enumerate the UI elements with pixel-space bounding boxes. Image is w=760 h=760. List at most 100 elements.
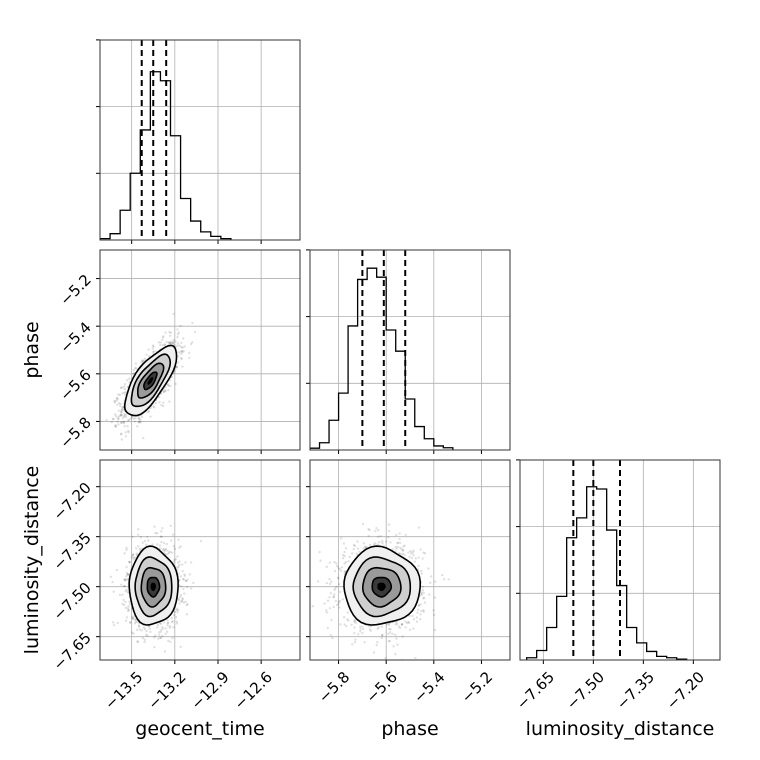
scatter-point [147, 411, 150, 414]
scatter-point [125, 616, 129, 619]
scatter-point [171, 341, 175, 344]
scatter-point [125, 413, 128, 417]
scatter-point [112, 418, 115, 421]
scatter-point [111, 417, 115, 421]
scatter-point [121, 602, 124, 606]
scatter-point [173, 610, 177, 614]
scatter-point [173, 547, 177, 551]
scatter-point [180, 600, 184, 603]
scatter-point [120, 408, 124, 411]
scatter-point [359, 625, 362, 628]
scatter-point [175, 607, 179, 610]
panel-frame [99, 39, 301, 241]
scatter-point [152, 405, 155, 408]
scatter-point [127, 609, 130, 613]
scatter-point [137, 417, 140, 420]
scatter-point [162, 621, 166, 624]
scatter-point [128, 621, 132, 624]
scatter-point [126, 573, 129, 576]
scatter-point [391, 632, 394, 636]
x-tick-label: −5.4 [410, 668, 448, 706]
scatter-point [117, 423, 120, 426]
scatter-point [178, 560, 181, 563]
scatter-point [130, 631, 134, 634]
scatter-point [127, 608, 130, 612]
scatter-point [117, 409, 120, 412]
scatter-point [132, 553, 135, 556]
scatter-point [375, 643, 378, 647]
scatter-point [180, 600, 183, 603]
scatter-point [447, 578, 450, 581]
scatter-point [172, 560, 176, 564]
scatter-point [367, 625, 371, 628]
x-axis-label-geocent_time: geocent_time [135, 718, 264, 740]
scatter-point [420, 572, 423, 575]
scatter-point [151, 543, 154, 546]
scatter-point [164, 386, 167, 389]
scatter-point [326, 599, 330, 602]
scatter-point [124, 390, 127, 394]
scatter-point [128, 600, 131, 604]
scatter-point [120, 420, 123, 424]
scatter-point [117, 401, 121, 405]
scatter-point [123, 414, 126, 418]
scatter-point [182, 587, 185, 591]
scatter-point [104, 451, 106, 453]
scatter-point [161, 634, 164, 638]
scatter-point [154, 531, 157, 535]
scatter-point [422, 610, 425, 613]
scatter-point [402, 545, 405, 548]
scatter-point [381, 633, 384, 637]
scatter-point [170, 616, 173, 620]
scatter-point [336, 576, 340, 579]
contour-line [146, 576, 161, 598]
scatter-point [385, 540, 388, 543]
scatter-point [421, 585, 425, 589]
scatter-point [174, 382, 177, 386]
panel-phase-vs-geocent_time: −5.8 −5.6 −5.4 −5.2 [56, 249, 301, 454]
scatter-point [113, 413, 117, 416]
scatter-point [325, 611, 329, 614]
scatter-point [185, 585, 189, 589]
scatter-point [396, 542, 399, 545]
scatter-point [408, 555, 411, 559]
scatter-point [368, 528, 371, 532]
scatter-point [179, 595, 182, 599]
scatter-point [138, 420, 142, 423]
scatter-point [180, 352, 183, 356]
scatter-point [177, 331, 181, 334]
scatter-point [119, 413, 123, 416]
scatter-point [176, 561, 180, 564]
scatter-point [412, 554, 415, 557]
scatter-point [165, 340, 168, 344]
scatter-point [316, 580, 320, 583]
scatter-point [113, 399, 116, 403]
scatter-point [398, 541, 402, 545]
scatter-point [177, 565, 180, 568]
scatter-point [338, 567, 341, 571]
scatter-point [394, 533, 398, 537]
scatter-point [152, 350, 155, 353]
scatter-point [387, 623, 391, 627]
scatter-point [119, 421, 123, 425]
scatter-point [179, 575, 183, 578]
scatter-point [332, 595, 335, 599]
scatter-point [161, 549, 165, 552]
scatter-point [174, 557, 178, 561]
scatter-point [404, 533, 407, 537]
scatter-point [400, 548, 403, 551]
scatter-point [127, 431, 130, 434]
scatter-point [407, 621, 411, 625]
scatter-point [323, 602, 326, 605]
scatter-point [119, 414, 123, 417]
scatter-point [396, 545, 400, 549]
scatter-point [134, 618, 137, 621]
scatter-point [340, 566, 344, 569]
scatter-point [343, 554, 346, 558]
scatter-point [166, 622, 169, 625]
scatter-point [379, 534, 382, 538]
scatter-point [407, 620, 410, 624]
scatter-point [417, 604, 420, 608]
scatter-point [136, 640, 140, 644]
scatter-point [388, 627, 391, 631]
